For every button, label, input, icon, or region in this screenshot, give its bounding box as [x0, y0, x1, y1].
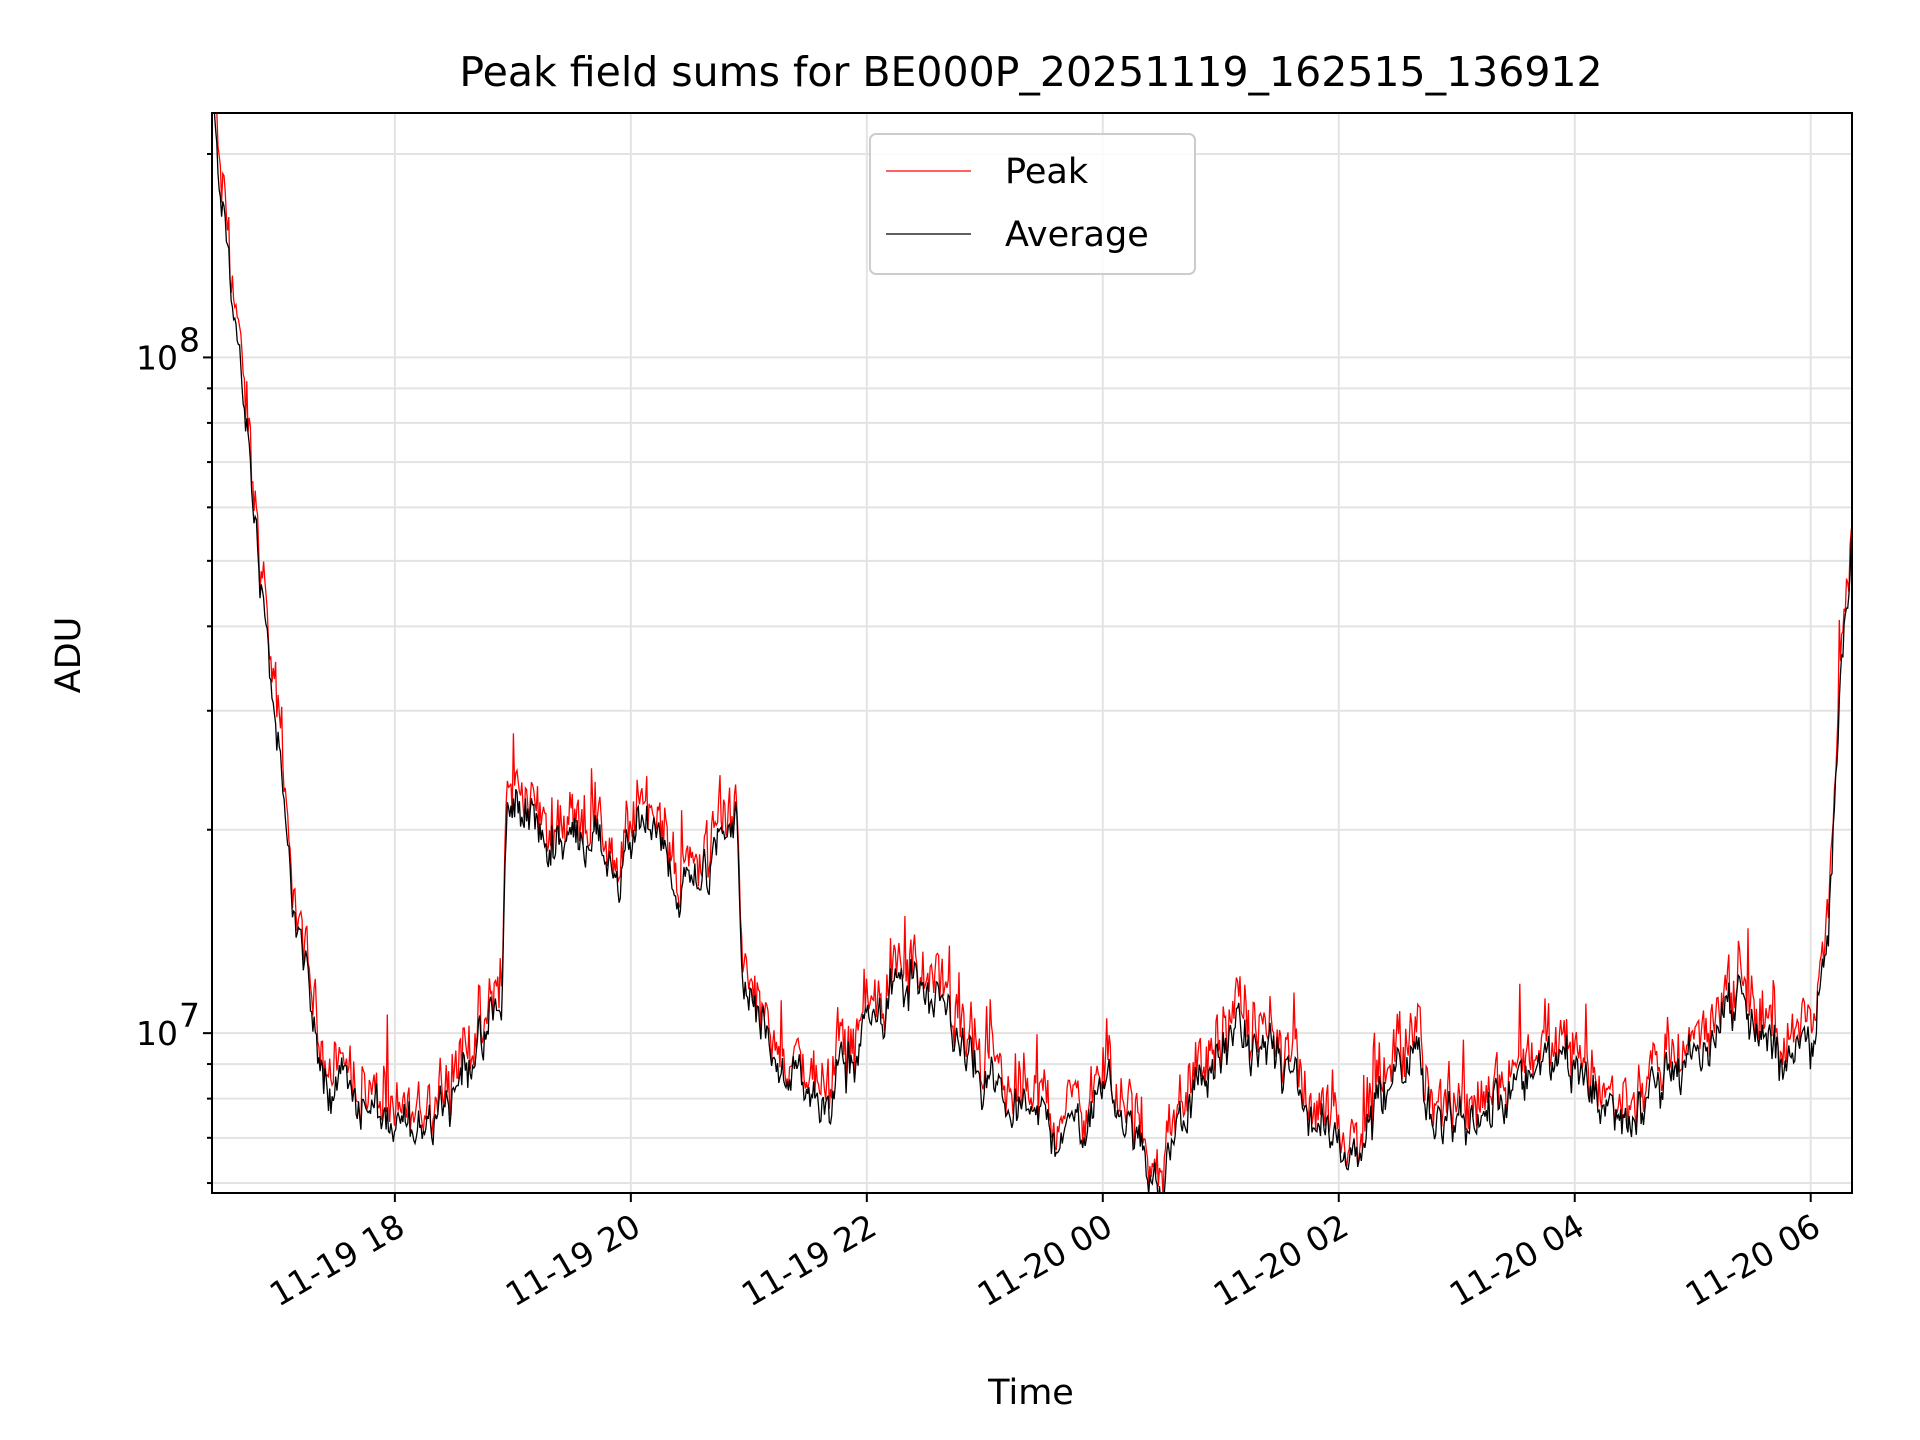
plot-frame [211, 112, 1853, 1194]
legend: Peak Average [869, 133, 1196, 275]
legend-label-peak: Peak [1005, 152, 1089, 192]
y-tick-exponent: 7 [179, 996, 200, 1035]
x-axis-label: Time [987, 1373, 1074, 1413]
y-tick-label: 10 [136, 1014, 178, 1053]
chart-title: Peak field sums for BE000P_20251119_1625… [459, 48, 1602, 96]
y-tick-label: 10 [136, 338, 178, 377]
y-tick-exponent: 8 [179, 320, 200, 359]
y-axis-label: ADU [49, 617, 89, 694]
legend-box [869, 133, 1196, 275]
series-lines [213, 113, 1852, 1193]
series-line-average [213, 113, 1852, 1193]
legend-label-average: Average [1005, 215, 1149, 255]
